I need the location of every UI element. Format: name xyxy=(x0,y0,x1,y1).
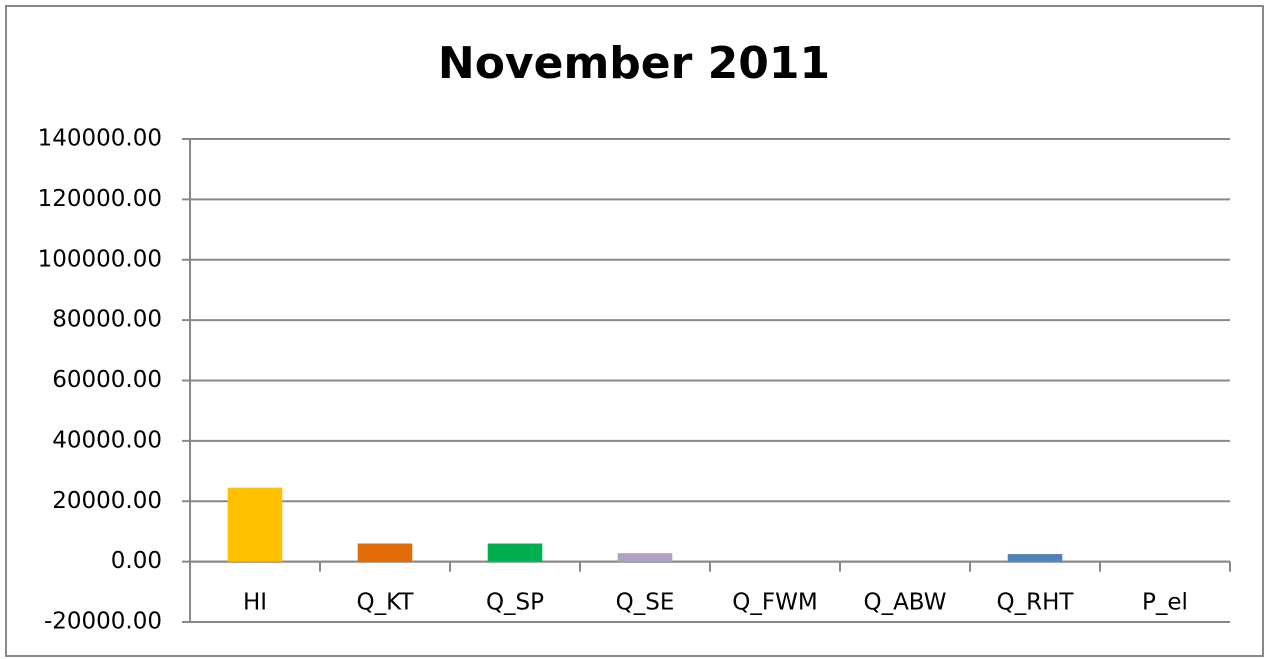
x-tick-label: Q_FWM xyxy=(732,590,817,616)
y-tick-label: 80000.00 xyxy=(52,307,162,333)
y-tick-label: 100000.00 xyxy=(38,246,162,272)
x-tick-label: Q_SE xyxy=(616,590,675,616)
y-tick-label: 40000.00 xyxy=(52,427,162,453)
chart-title: November 2011 xyxy=(438,38,830,89)
chart-border xyxy=(5,5,1264,657)
x-tick-label: Q_KT xyxy=(357,590,415,616)
bar xyxy=(617,553,673,562)
y-tick-label: 140000.00 xyxy=(38,126,162,152)
bar xyxy=(227,487,283,562)
bar xyxy=(357,543,413,562)
y-tick-label: -20000.00 xyxy=(44,609,162,635)
y-tick-label: 20000.00 xyxy=(52,488,162,514)
bar xyxy=(1007,554,1063,562)
y-tick-label: 0.00 xyxy=(111,548,162,574)
x-tick-label: Q_SP xyxy=(486,590,544,616)
bar xyxy=(487,543,543,562)
y-tick-label: 60000.00 xyxy=(52,367,162,393)
x-tick-label: HI xyxy=(243,590,267,616)
x-tick-label: Q_RHT xyxy=(997,590,1075,616)
x-tick-label: Q_ABW xyxy=(863,590,946,616)
y-tick-label: 120000.00 xyxy=(38,186,162,212)
x-tick-label: P_el xyxy=(1142,590,1188,616)
